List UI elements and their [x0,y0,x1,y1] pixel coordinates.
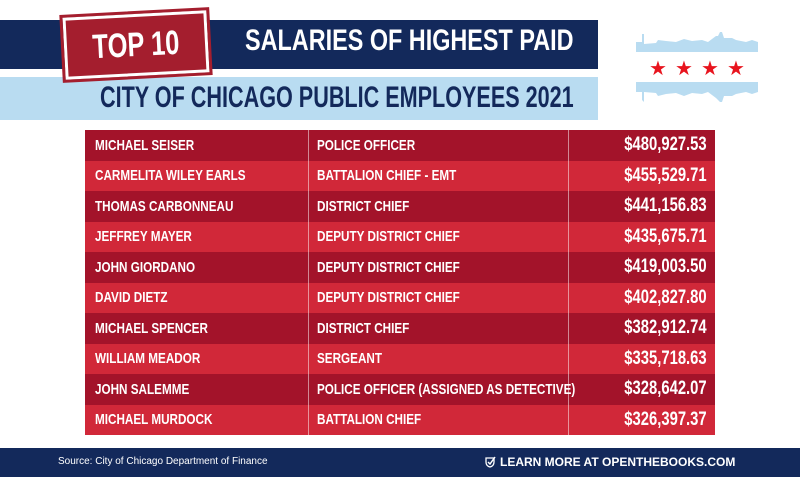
salary-value-cell: $441,156.83 [568,191,715,222]
table-row: MICHAEL SPENCER DISTRICT CHIEF $382,912.74 [85,313,715,344]
salary-value-cell: $335,718.63 [568,343,715,374]
employee-name-cell: MICHAEL MURDOCK [85,405,308,436]
job-title: DISTRICT CHIEF [317,197,410,215]
job-title-cell: BATTALION CHIEF - EMT [308,160,568,191]
salary-value-cell: $419,003.50 [568,252,715,283]
employee-name: DAVID DIETZ [95,289,168,307]
salary-value-cell: $328,642.07 [568,374,715,405]
table-row: THOMAS CARBONNEAU DISTRICT CHIEF $441,156.… [85,191,715,222]
salary-value: $402,827.80 [624,286,707,308]
table-row: WILLIAM MEADOR SERGEANT $335,718.63 [85,343,715,375]
subtitle-band [0,77,598,120]
salary-table: MICHAEL SEISER POLICE OFFICER $480,927.53 C… [85,130,715,435]
employee-name-cell: MICHAEL SPENCER [85,313,308,344]
learn-more-link[interactable]: LEARN MORE AT OPENTHEBOOKS.COM [484,455,735,469]
employee-name: JOHN SALEMME [95,380,190,398]
salary-value-cell: $382,912.74 [568,313,715,344]
job-title-cell: DEPUTY DISTRICT CHIEF [308,282,568,313]
job-title: POLICE OFFICER (ASSIGNED AS DETECTIVE) [317,380,576,398]
salary-value: $435,675.71 [624,225,707,247]
svg-text:★: ★ [675,56,693,80]
employee-name: CARMELITA WILEY EARLS [95,167,246,185]
job-title-cell: DEPUTY DISTRICT CHIEF [308,221,568,252]
svg-text:★: ★ [649,56,667,80]
learn-more-label: LEARN MORE AT OPENTHEBOOKS.COM [500,455,736,469]
job-title: POLICE OFFICER [317,136,416,154]
job-title-cell: BATTALION CHIEF [308,404,568,435]
employee-name: MICHAEL SEISER [95,136,195,154]
checkmark-shield-icon [485,456,496,468]
table-row: MICHAEL MURDOCK BATTALION CHIEF $326,397.3… [85,404,715,436]
salary-value-cell: $480,927.53 [568,130,715,161]
employee-name-cell: MICHAEL SEISER [85,130,308,161]
job-title: SERGEANT [317,350,383,368]
salary-value: $326,397.37 [624,408,707,430]
employee-name: WILLIAM MEADOR [95,350,201,368]
employee-name-cell: JEFFREY MAYER [85,222,308,253]
job-title-cell: DISTRICT CHIEF [308,313,568,344]
salary-value: $382,912.74 [624,317,707,339]
title: SALARIES OF HIGHEST PAID [245,24,574,57]
table-row: JEFFREY MAYER DEPUTY DISTRICT CHIEF $435,6… [85,221,715,253]
salary-value: $480,927.53 [624,134,707,156]
employee-name: MICHAEL MURDOCK [95,411,213,429]
table-row: DAVID DIETZ DEPUTY DISTRICT CHIEF $402,827… [85,282,715,314]
salary-value-cell: $326,397.37 [568,404,715,435]
salary-value: $328,642.07 [624,378,707,400]
subtitle: CITY OF CHICAGO PUBLIC EMPLOYEES 2021 [100,81,574,114]
employee-name-cell: JOHN GIORDANO [85,252,308,283]
table-row: MICHAEL SEISER POLICE OFFICER $480,927.53 [85,130,715,161]
job-title: BATTALION CHIEF - EMT [317,167,457,185]
svg-text:★: ★ [701,56,719,80]
employee-name: JEFFREY MAYER [95,228,192,246]
job-title: DEPUTY DISTRICT CHIEF [317,258,460,276]
salary-value-cell: $435,675.71 [568,221,715,252]
chicago-flag-skyline-icon: ★ ★ ★ ★ [636,32,758,102]
employee-name: THOMAS CARBONNEAU [95,197,234,215]
job-title-cell: POLICE OFFICER (ASSIGNED AS DETECTIVE) [308,374,575,405]
top10-stamp: TOP 10 [59,6,213,84]
job-title: BATTALION CHIEF [317,411,422,429]
salary-value-cell: $455,529.71 [568,160,715,191]
source-text: Source: City of Chicago Department of Fi… [58,456,268,467]
salary-value-cell: $402,827.80 [568,282,715,313]
table-row: CARMELITA WILEY EARLS BATTALION CHIEF - E… [85,160,715,192]
salary-value: $441,156.83 [624,195,707,217]
salary-value: $419,003.50 [624,256,707,278]
footer: Source: City of Chicago Department of Fi… [0,448,800,477]
job-title-cell: DEPUTY DISTRICT CHIEF [308,252,568,283]
salary-value: $335,718.63 [624,347,707,369]
job-title-cell: SERGEANT [308,343,568,374]
job-title-cell: DISTRICT CHIEF [308,191,568,222]
employee-name-cell: DAVID DIETZ [85,283,308,314]
salary-value: $455,529.71 [624,164,707,186]
job-title-cell: POLICE OFFICER [308,130,568,161]
svg-text:★: ★ [727,56,745,80]
job-title: DEPUTY DISTRICT CHIEF [317,289,460,307]
employee-name-cell: WILLIAM MEADOR [85,344,308,375]
employee-name-cell: JOHN SALEMME [85,374,308,405]
job-title: DEPUTY DISTRICT CHIEF [317,228,460,246]
top10-badge-text: TOP 10 [91,23,181,66]
job-title: DISTRICT CHIEF [317,319,410,337]
employee-name: MICHAEL SPENCER [95,319,208,337]
employee-name: JOHN GIORDANO [95,258,196,276]
table-row: JOHN GIORDANO DEPUTY DISTRICT CHIEF $419,0… [85,252,715,283]
employee-name-cell: THOMAS CARBONNEAU [85,191,308,222]
employee-name-cell: CARMELITA WILEY EARLS [85,161,308,192]
table-row: JOHN SALEMME POLICE OFFICER (ASSIGNED AS … [85,374,715,405]
